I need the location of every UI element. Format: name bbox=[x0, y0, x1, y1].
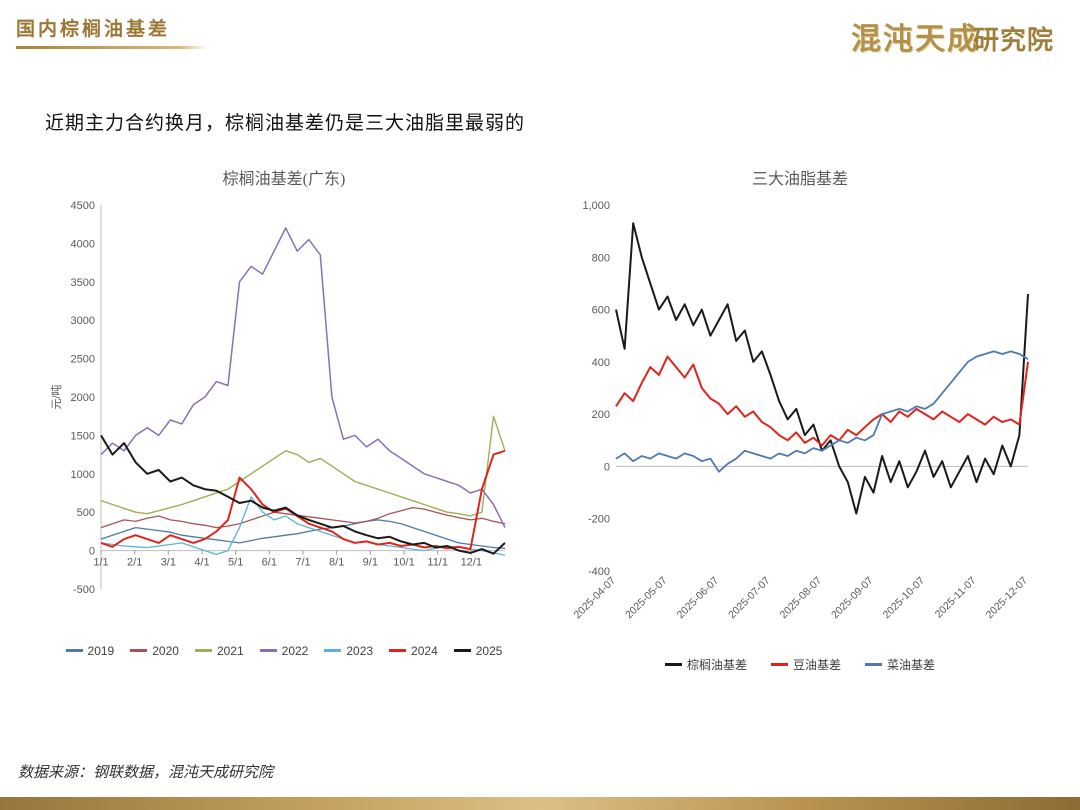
svg-text:9/1: 9/1 bbox=[363, 557, 378, 569]
svg-text:2500: 2500 bbox=[71, 354, 95, 366]
svg-text:0: 0 bbox=[89, 546, 95, 558]
svg-text:3000: 3000 bbox=[71, 315, 95, 327]
svg-text:1500: 1500 bbox=[71, 430, 95, 442]
svg-text:1/1: 1/1 bbox=[93, 557, 108, 569]
svg-text:2025-12-07: 2025-12-07 bbox=[984, 575, 1031, 622]
svg-text:2025-06-07: 2025-06-07 bbox=[675, 575, 722, 622]
right-chart-canvas: -400 -200 0 200 400 600 800 1,000 2025-04-07 2025… bbox=[560, 193, 1040, 651]
svg-text:2025-11-07: 2025-11-07 bbox=[933, 575, 979, 621]
brand-logo-main: 混沌天成 bbox=[850, 23, 979, 56]
legend-label: 2025 bbox=[475, 643, 503, 658]
left-chart-title: 棕榈油基差(广东) bbox=[222, 171, 346, 188]
legend-swatch bbox=[130, 649, 148, 652]
header-left: 国内棕榈油基差 bbox=[16, 14, 1064, 49]
svg-text:-400: -400 bbox=[588, 566, 610, 578]
legend-item: 棕榈油基差 bbox=[664, 656, 747, 673]
legend-label: 2021 bbox=[216, 643, 244, 658]
legend-swatch bbox=[389, 649, 407, 652]
svg-text:3500: 3500 bbox=[71, 277, 95, 289]
svg-text:2025-09-07: 2025-09-07 bbox=[829, 575, 876, 622]
header: 国内棕榈油基差 混沌天成研究院 bbox=[16, 14, 1064, 74]
legend-label: 豆油基差 bbox=[792, 658, 841, 672]
svg-text:5/1: 5/1 bbox=[228, 557, 243, 569]
legend-swatch bbox=[770, 663, 788, 666]
svg-text:8/1: 8/1 bbox=[329, 557, 344, 569]
page-title: 国内棕榈油基差 bbox=[16, 19, 171, 40]
svg-text:11/1: 11/1 bbox=[427, 557, 448, 569]
svg-text:10/1: 10/1 bbox=[393, 557, 414, 569]
svg-text:2025-07-07: 2025-07-07 bbox=[726, 575, 773, 622]
title-underline bbox=[16, 46, 208, 49]
svg-text:400: 400 bbox=[592, 357, 610, 369]
svg-text:2025-05-07: 2025-05-07 bbox=[623, 575, 670, 622]
legend-item: 2021 bbox=[194, 643, 244, 658]
left-chart-canvas: -500 0 500 1000 1500 2000 2500 3000 3500 4000 4500… bbox=[49, 193, 519, 615]
svg-text:4000: 4000 bbox=[71, 238, 95, 250]
svg-text:1000: 1000 bbox=[71, 469, 95, 481]
left-chart-legend: 2019 2020 2021 2022 2023 2024 2025 bbox=[40, 641, 528, 658]
legend-label: 2019 bbox=[87, 643, 115, 658]
brand-logo: 混沌天成研究院 bbox=[851, 14, 1054, 58]
legend-swatch bbox=[324, 649, 342, 652]
svg-text:3/1: 3/1 bbox=[161, 557, 176, 569]
svg-text:2/1: 2/1 bbox=[127, 557, 142, 569]
right-chart-title: 三大油脂基差 bbox=[751, 171, 848, 188]
svg-text:7/1: 7/1 bbox=[295, 557, 310, 569]
svg-text:0: 0 bbox=[604, 461, 610, 473]
svg-text:12/1: 12/1 bbox=[461, 557, 482, 569]
svg-text:200: 200 bbox=[592, 409, 610, 421]
legend-swatch bbox=[65, 649, 83, 652]
svg-text:2025-08-07: 2025-08-07 bbox=[778, 575, 825, 622]
legend-item: 2022 bbox=[259, 643, 309, 658]
legend-label: 2020 bbox=[152, 643, 179, 658]
svg-text:2000: 2000 bbox=[71, 392, 95, 404]
legend-label: 2022 bbox=[281, 643, 309, 658]
svg-text:6/1: 6/1 bbox=[262, 557, 277, 569]
svg-text:500: 500 bbox=[77, 507, 95, 519]
legend-item: 2019 bbox=[65, 643, 115, 658]
legend-item: 豆油基差 bbox=[770, 656, 841, 673]
legend-item: 2020 bbox=[130, 644, 179, 658]
svg-text:800: 800 bbox=[592, 252, 610, 264]
legend-label: 菜油基差 bbox=[887, 658, 936, 672]
svg-text:2025-10-07: 2025-10-07 bbox=[881, 575, 928, 622]
right-chart-legend: 棕榈油基差 豆油基差 菜油基差 bbox=[556, 655, 1044, 673]
data-source-note: 数据来源：钢联数据，混沌天成研究院 bbox=[18, 765, 274, 781]
svg-text:元/吨: 元/吨 bbox=[50, 384, 63, 409]
svg-text:-200: -200 bbox=[588, 514, 610, 526]
legend-swatch bbox=[865, 663, 882, 666]
legend-swatch bbox=[664, 663, 682, 666]
legend-item: 2024 bbox=[389, 644, 438, 658]
bottom-accent-bar bbox=[0, 797, 1080, 810]
legend-swatch bbox=[259, 649, 277, 652]
svg-text:2025-04-07: 2025-04-07 bbox=[572, 575, 619, 622]
svg-text:1,000: 1,000 bbox=[582, 200, 610, 212]
svg-text:4/1: 4/1 bbox=[194, 557, 209, 569]
legend-item: 2025 bbox=[453, 643, 503, 658]
legend-item: 2023 bbox=[324, 644, 373, 658]
svg-text:4500: 4500 bbox=[71, 200, 95, 212]
legend-swatch bbox=[194, 649, 212, 652]
svg-text:600: 600 bbox=[592, 305, 610, 317]
right-chart-block: 三大油脂基差 -400 -200 0 200 400 600 800 1,000 2025-04… bbox=[556, 165, 1044, 673]
left-chart-block: 棕榈油基差(广东) -500 0 500 1000 1500 2000 2500 3000 35… bbox=[40, 165, 528, 673]
svg-text:-500: -500 bbox=[73, 584, 95, 596]
slide-subtitle: 近期主力合约换月，棕榈油基差仍是三大油脂里最弱的 bbox=[45, 113, 526, 134]
legend-swatch bbox=[453, 649, 471, 652]
charts-row: 棕榈油基差(广东) -500 0 500 1000 1500 2000 2500 3000 35… bbox=[40, 165, 1044, 673]
legend-label: 棕榈油基差 bbox=[686, 658, 747, 672]
legend-item: 菜油基差 bbox=[865, 656, 935, 673]
legend-label: 2024 bbox=[411, 643, 438, 658]
brand-logo-sub: 研究院 bbox=[972, 26, 1054, 55]
legend-label: 2023 bbox=[346, 643, 374, 658]
